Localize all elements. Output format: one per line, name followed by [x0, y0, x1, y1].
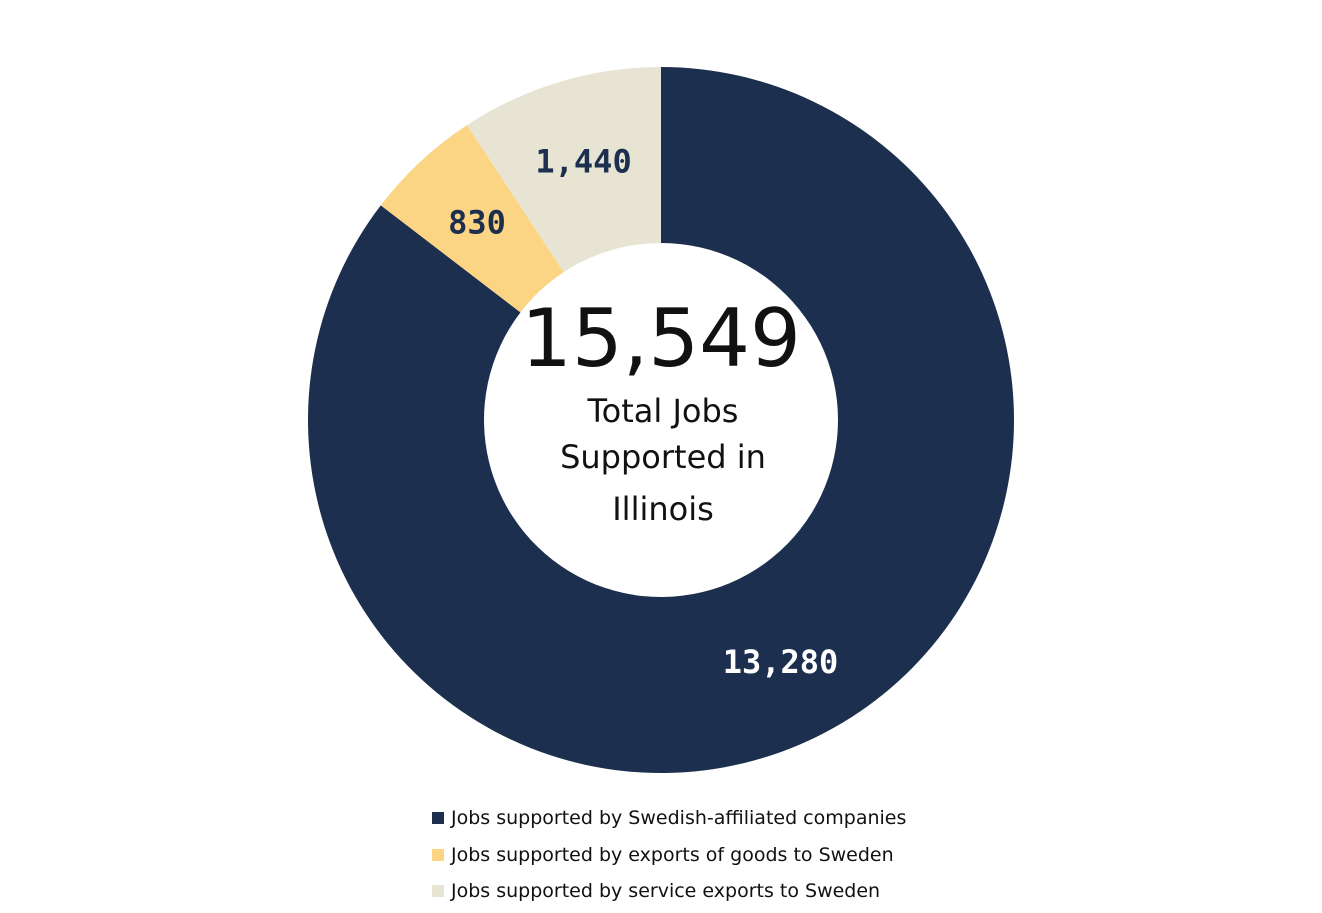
donut-slice: [467, 67, 661, 273]
slice-labels-layer: 13,280 830 1,440: [448, 142, 838, 681]
legend-swatch: [432, 812, 444, 825]
center-caption-line-2: Supported in: [560, 438, 766, 476]
legend-label: Jobs supported by Swedish-affiliated com…: [451, 807, 907, 830]
center-total-block: 15,549 Total Jobs Supported in Illinois: [521, 292, 801, 528]
donut-slice: [308, 67, 1014, 774]
center-caption-line-1: Total Jobs: [587, 392, 739, 430]
chart-legend: Jobs supported by Swedish-affiliated com…: [432, 800, 992, 910]
legend-item: Jobs supported by exports of goods to Sw…: [432, 837, 992, 874]
legend-swatch: [432, 885, 444, 898]
legend-item: Jobs supported by service exports to Swe…: [432, 873, 992, 910]
slice-value-label: 1,440: [535, 142, 631, 180]
legend-label: Jobs supported by service exports to Swe…: [451, 880, 881, 903]
legend-item: Jobs supported by Swedish-affiliated com…: [432, 800, 992, 837]
legend-swatch: [432, 848, 444, 861]
slices-layer: [308, 67, 1014, 774]
center-caption-line-3: Illinois: [612, 490, 714, 528]
legend-label: Jobs supported by exports of goods to Sw…: [451, 843, 894, 866]
center-total-value: 15,549: [521, 292, 801, 385]
donut-slice: [380, 125, 564, 313]
slice-value-label: 830: [448, 203, 506, 241]
slice-value-label: 13,280: [723, 643, 839, 681]
